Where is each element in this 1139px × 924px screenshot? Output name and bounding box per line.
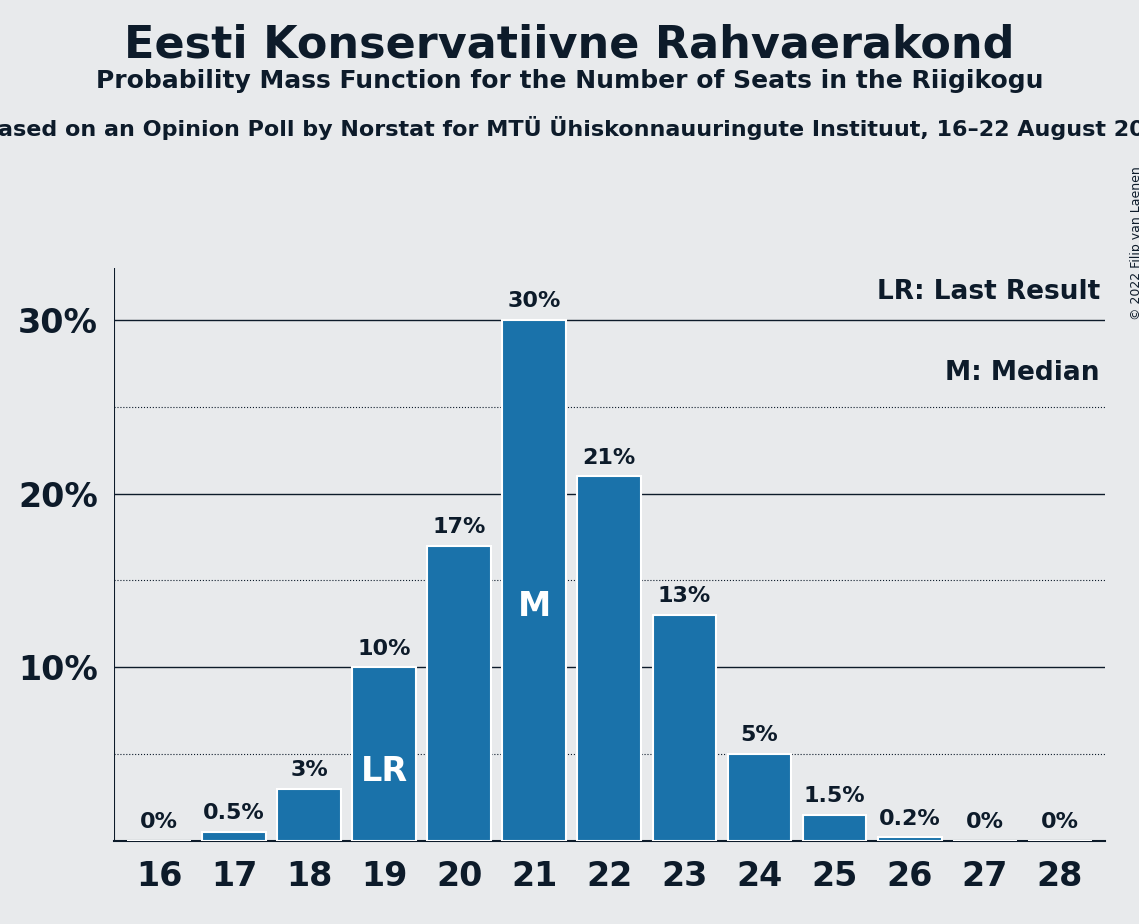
Text: M: M bbox=[517, 590, 551, 623]
Text: M: Median: M: Median bbox=[945, 359, 1100, 385]
Text: Probability Mass Function for the Number of Seats in the Riigikogu: Probability Mass Function for the Number… bbox=[96, 69, 1043, 93]
Text: 5%: 5% bbox=[740, 725, 778, 746]
Text: 0%: 0% bbox=[140, 812, 178, 833]
Bar bbox=[803, 815, 867, 841]
Text: 30%: 30% bbox=[508, 291, 562, 311]
Text: 1.5%: 1.5% bbox=[804, 786, 866, 806]
Text: ased on an Opinion Poll by Norstat for MTÜ Ühiskonnauuringute Instituut, 16–22 A: ased on an Opinion Poll by Norstat for M… bbox=[0, 116, 1139, 140]
Text: LR: LR bbox=[361, 755, 408, 788]
Bar bbox=[577, 476, 641, 841]
Text: 0%: 0% bbox=[1041, 812, 1079, 833]
Bar bbox=[202, 833, 265, 841]
Bar bbox=[352, 667, 416, 841]
Text: 21%: 21% bbox=[583, 447, 636, 468]
Text: 10%: 10% bbox=[358, 638, 411, 659]
Bar bbox=[728, 754, 792, 841]
Text: 13%: 13% bbox=[658, 587, 711, 606]
Bar bbox=[878, 837, 942, 841]
Bar bbox=[502, 320, 566, 841]
Text: 0.2%: 0.2% bbox=[879, 808, 941, 829]
Text: 3%: 3% bbox=[290, 760, 328, 780]
Bar bbox=[653, 615, 716, 841]
Text: © 2022 Filip van Laenen: © 2022 Filip van Laenen bbox=[1130, 166, 1139, 320]
Text: 0.5%: 0.5% bbox=[203, 804, 265, 823]
Bar bbox=[427, 546, 491, 841]
Text: 17%: 17% bbox=[433, 517, 486, 537]
Bar bbox=[277, 789, 341, 841]
Text: LR: Last Result: LR: Last Result bbox=[877, 279, 1100, 306]
Text: Eesti Konservatiivne Rahvaerakond: Eesti Konservatiivne Rahvaerakond bbox=[124, 23, 1015, 67]
Text: 0%: 0% bbox=[966, 812, 1003, 833]
